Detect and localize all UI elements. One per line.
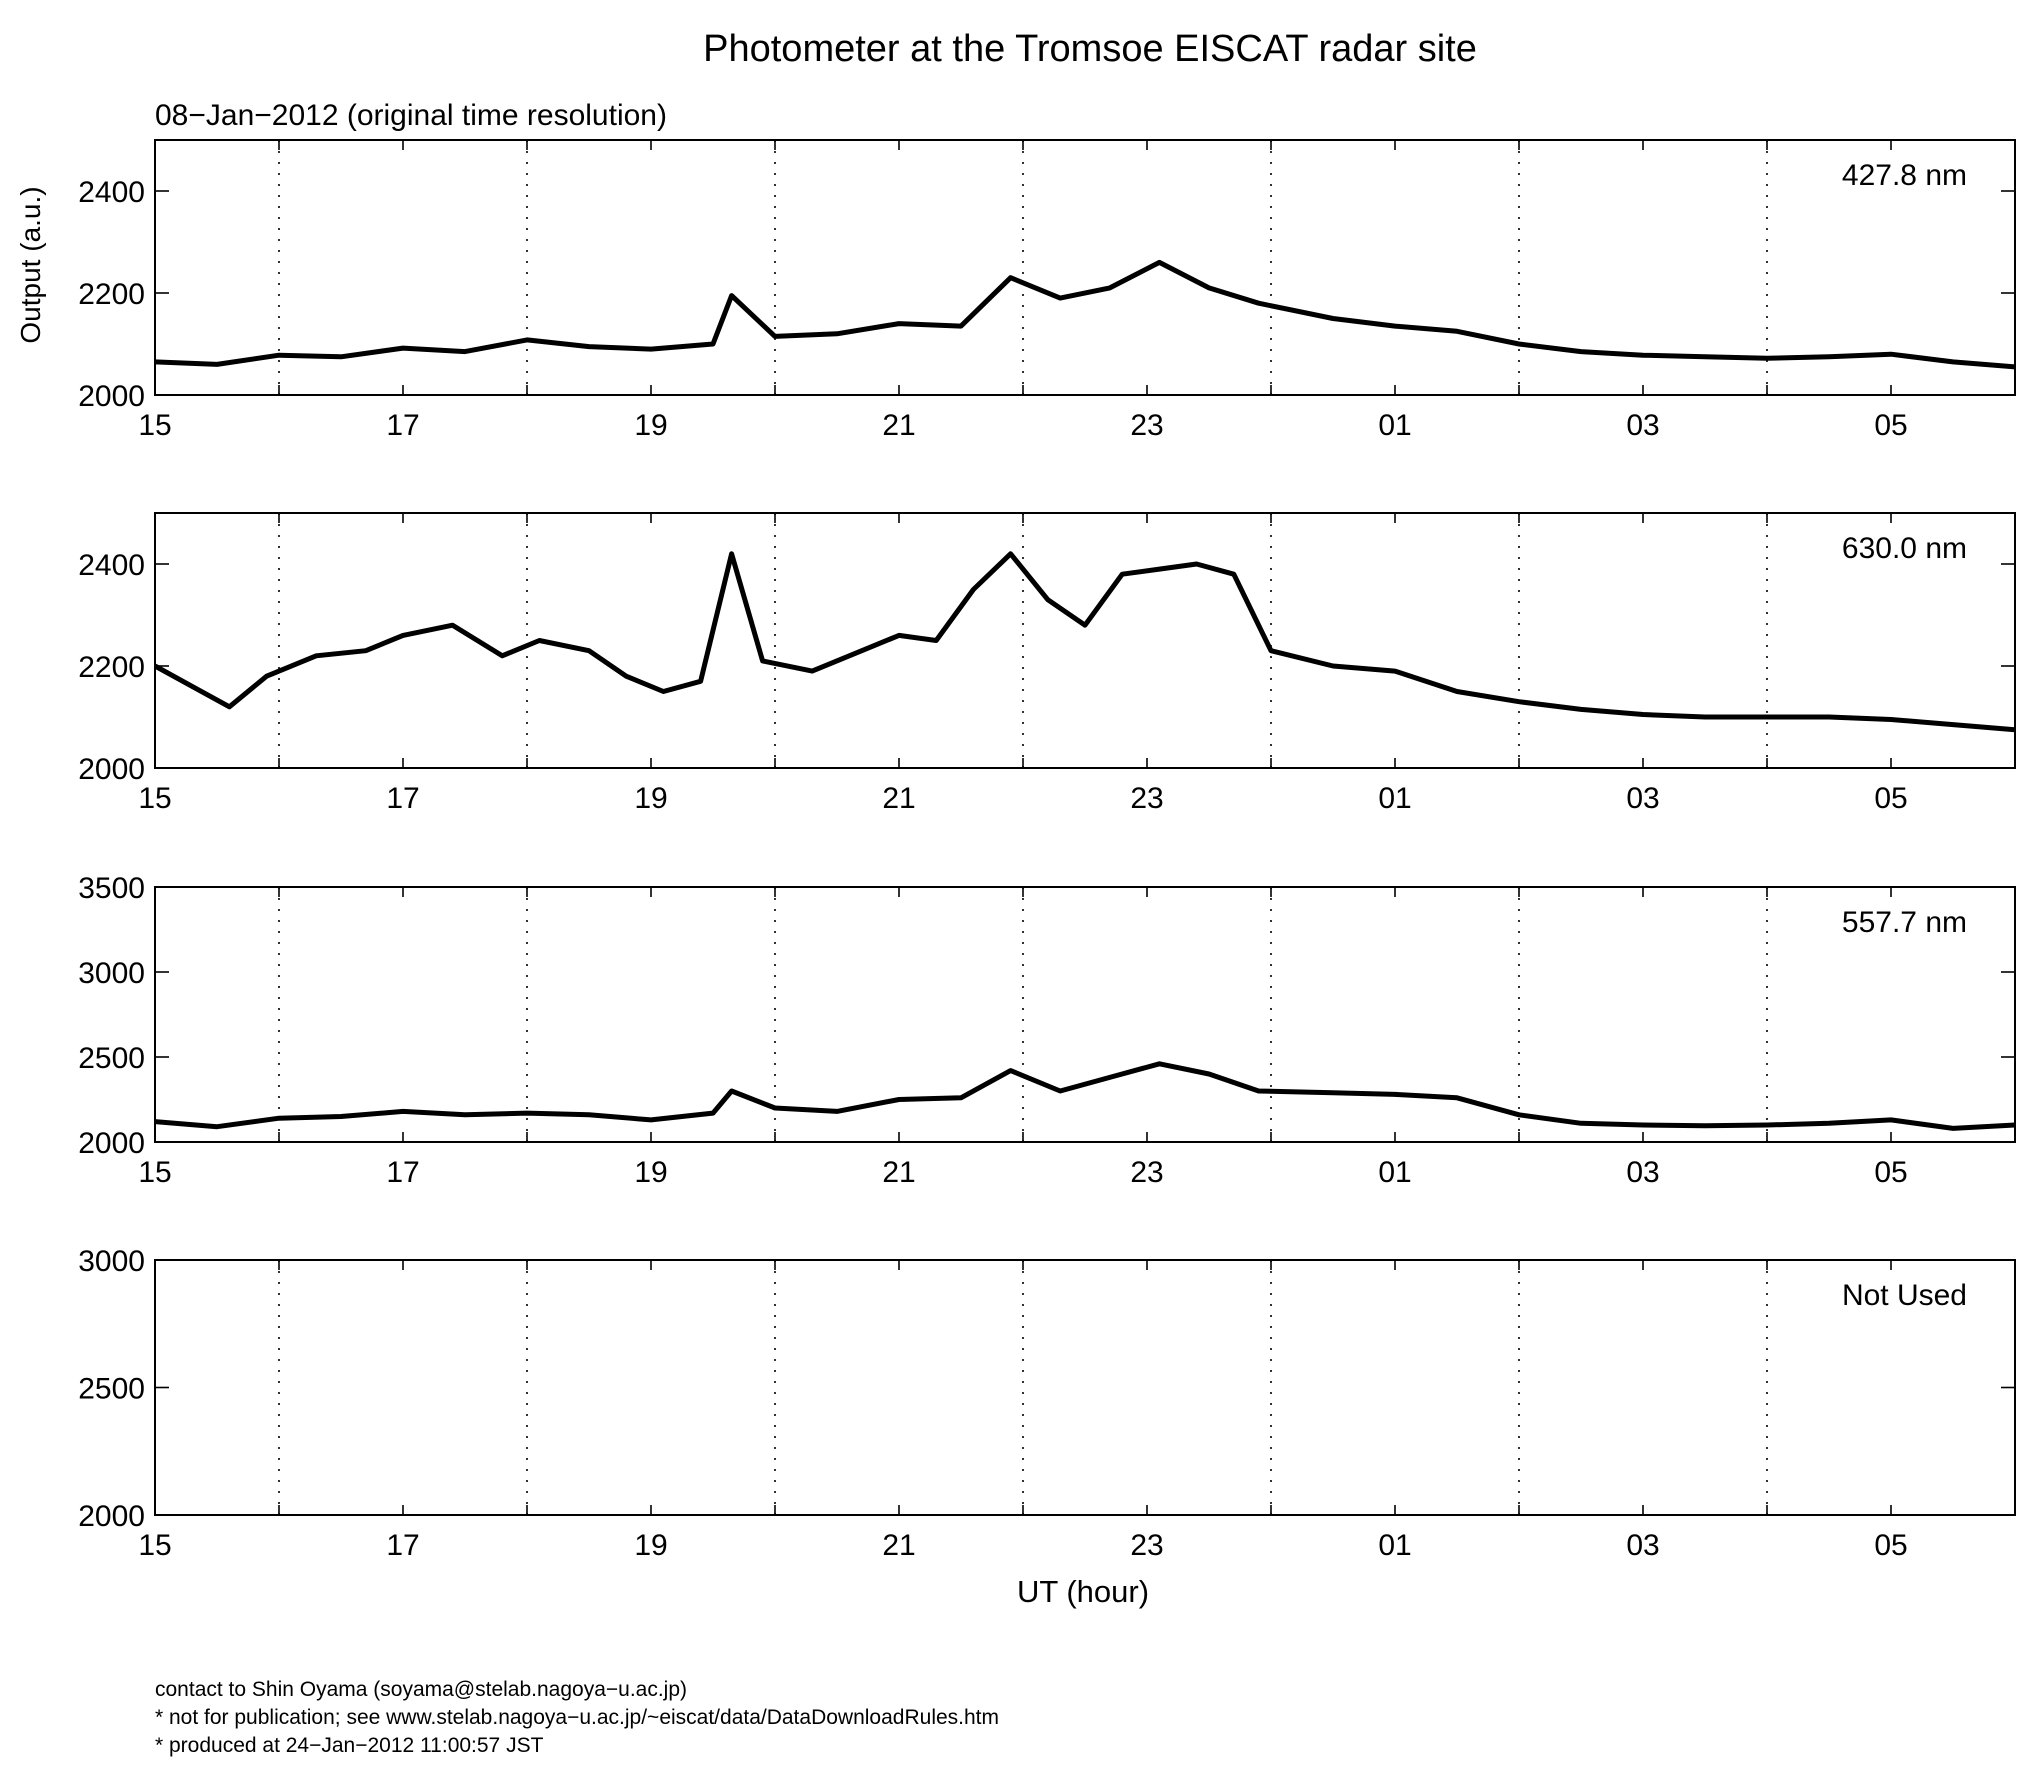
wavelength-label: 427.8 nm [1842, 159, 1967, 192]
panel-frame [154, 139, 2016, 396]
figure-subtitle: 08−Jan−2012 (original time resolution) [155, 99, 667, 132]
y-tick-label: 3000 [78, 1245, 145, 1278]
x-tick-label: 01 [1378, 1156, 1411, 1189]
x-tick-label: 21 [882, 409, 915, 442]
y-tick-label: 2000 [78, 380, 145, 413]
panel-4: 15 17 19 21 23 01 03 05 2000 2500 3000 Not Used [78, 1245, 2016, 1562]
x-tick-label: 05 [1874, 409, 1907, 442]
x-tick-label: 23 [1130, 1529, 1163, 1562]
y-tick-label: 2200 [78, 651, 145, 684]
x-tick-label: 03 [1626, 1529, 1659, 1562]
panel-3: 15 17 19 21 23 01 03 05 2000 2500 3000 3500 557.7 nm [78, 872, 2016, 1189]
wavelength-label: 630.0 nm [1842, 532, 1967, 565]
x-tick-label: 21 [882, 782, 915, 815]
x-tick-label: 01 [1378, 1529, 1411, 1562]
x-tick-label: 17 [386, 782, 419, 815]
y-tick-label: 3000 [78, 957, 145, 990]
x-tick-label: 23 [1130, 782, 1163, 815]
x-tick-label: 05 [1874, 1156, 1907, 1189]
y-tick-label: 2500 [78, 1373, 145, 1406]
x-tick-label: 23 [1130, 409, 1163, 442]
figure-title: Photometer at the Tromsoe EISCAT radar s… [703, 28, 1477, 70]
x-tick-label: 23 [1130, 1156, 1163, 1189]
x-tick-label: 19 [634, 782, 667, 815]
series-line [155, 551, 2015, 733]
x-tick-label: 21 [882, 1156, 915, 1189]
x-tick-label: 15 [138, 409, 171, 442]
panels-group: 15 17 19 21 23 01 03 05 2000 2200 2400 427.8 nm 15 17… [78, 139, 2016, 1562]
y-tick-label: 2500 [78, 1042, 145, 1075]
y-axis-label: Output (a.u.) [15, 186, 46, 343]
y-tick-label: 2000 [78, 753, 145, 786]
y-tick-label: 2200 [78, 278, 145, 311]
x-tick-label: 19 [634, 409, 667, 442]
footer-notice: * not for publication; see www.stelab.na… [155, 1706, 999, 1729]
x-tick-label: 03 [1626, 1156, 1659, 1189]
panel-frame [154, 512, 2016, 769]
x-tick-label: 05 [1874, 782, 1907, 815]
series-line [155, 1061, 2015, 1131]
x-tick-label: 05 [1874, 1529, 1907, 1562]
panel-frame [154, 886, 2016, 1143]
footer-contact: contact to Shin Oyama (soyama@stelab.nag… [155, 1678, 687, 1701]
x-tick-label: 15 [138, 1156, 171, 1189]
x-tick-label: 17 [386, 409, 419, 442]
series-line [155, 259, 2015, 370]
x-tick-label: 03 [1626, 782, 1659, 815]
panel-1: 15 17 19 21 23 01 03 05 2000 2200 2400 427.8 nm [78, 139, 2016, 442]
y-tick-label: 2400 [78, 176, 145, 209]
x-tick-label: 15 [138, 782, 171, 815]
x-tick-label: 21 [882, 1529, 915, 1562]
y-tick-label: 2000 [78, 1500, 145, 1533]
wavelength-label: Not Used [1842, 1279, 1967, 1312]
x-tick-label: 01 [1378, 409, 1411, 442]
x-tick-label: 03 [1626, 409, 1659, 442]
x-tick-label: 19 [634, 1529, 667, 1562]
x-tick-label: 19 [634, 1156, 667, 1189]
panel-frame [154, 1259, 2016, 1516]
x-tick-label: 17 [386, 1156, 419, 1189]
y-tick-label: 2400 [78, 549, 145, 582]
x-axis-label: UT (hour) [1017, 1574, 1149, 1609]
y-tick-label: 3500 [78, 872, 145, 905]
x-tick-label: 17 [386, 1529, 419, 1562]
panel-2: 15 17 19 21 23 01 03 05 2000 2200 2400 630.0 nm [78, 512, 2016, 815]
y-tick-label: 2000 [78, 1127, 145, 1160]
wavelength-label: 557.7 nm [1842, 906, 1967, 939]
footer-produced: * produced at 24−Jan−2012 11:00:57 JST [155, 1734, 544, 1757]
x-tick-label: 01 [1378, 782, 1411, 815]
x-tick-label: 15 [138, 1529, 171, 1562]
